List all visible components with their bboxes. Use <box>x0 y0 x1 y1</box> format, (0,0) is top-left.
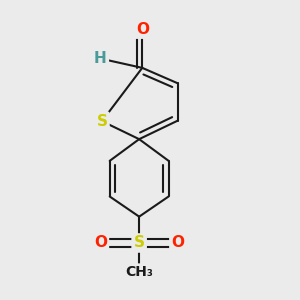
Text: H: H <box>94 51 107 66</box>
Text: O: O <box>136 22 149 37</box>
Text: O: O <box>171 236 184 250</box>
Text: S: S <box>134 236 145 250</box>
Text: S: S <box>97 114 107 129</box>
Text: CH₃: CH₃ <box>125 266 153 279</box>
Text: O: O <box>94 236 107 250</box>
